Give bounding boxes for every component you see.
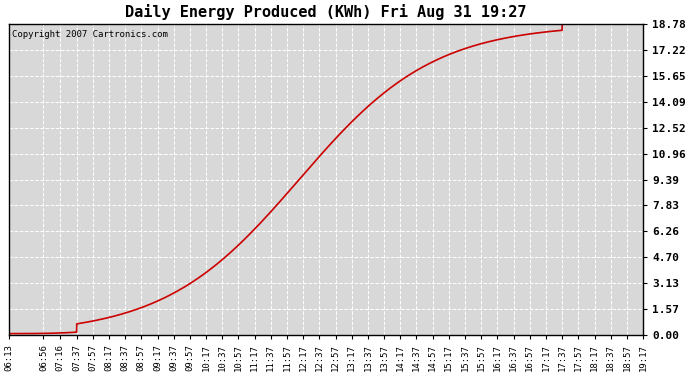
Text: Copyright 2007 Cartronics.com: Copyright 2007 Cartronics.com	[12, 30, 168, 39]
Title: Daily Energy Produced (KWh) Fri Aug 31 19:27: Daily Energy Produced (KWh) Fri Aug 31 1…	[125, 4, 526, 20]
